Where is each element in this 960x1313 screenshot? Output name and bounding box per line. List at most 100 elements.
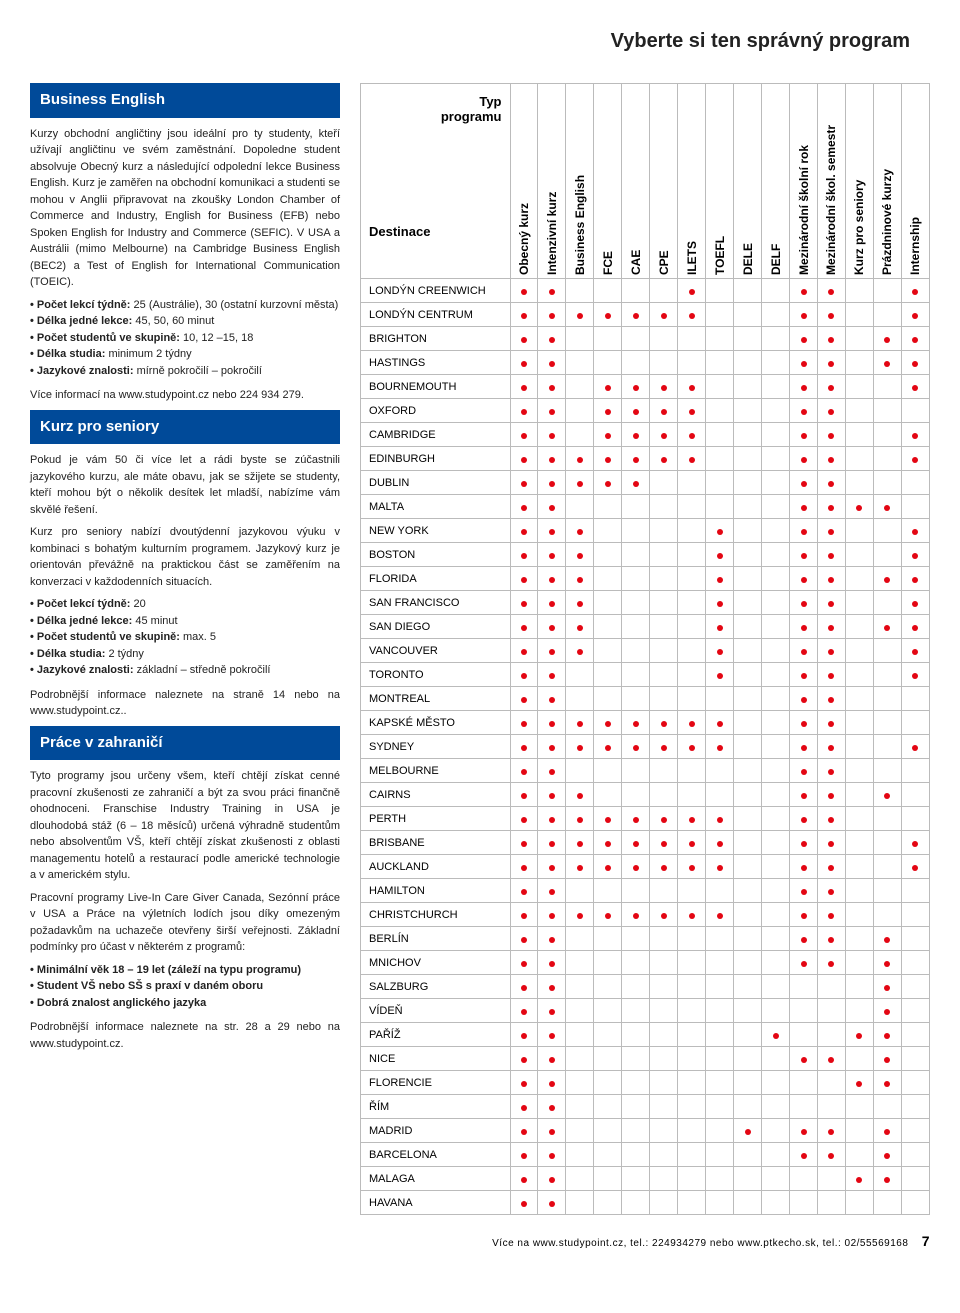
column-header: Prázdninové kurzy (873, 84, 901, 279)
table-cell (510, 975, 538, 999)
table-cell (594, 303, 622, 327)
table-row: CHRISTCHURCH (361, 903, 930, 927)
dot-icon (521, 577, 527, 583)
dot-icon (521, 337, 527, 343)
table-cell (901, 951, 929, 975)
table-cell (678, 495, 706, 519)
table-cell (650, 879, 678, 903)
table-cell (817, 567, 845, 591)
dot-icon (661, 433, 667, 439)
footer-text: Více na www.studypoint.cz, tel.: 2249342… (492, 1238, 908, 1249)
table-cell (650, 1167, 678, 1191)
dot-icon (801, 625, 807, 631)
dot-icon (633, 457, 639, 463)
table-cell (817, 279, 845, 303)
table-cell (734, 927, 762, 951)
table-cell (817, 711, 845, 735)
row-header: FLORIDA (361, 567, 511, 591)
row-header: BRIGHTON (361, 327, 511, 351)
table-cell (510, 327, 538, 351)
table-cell (538, 375, 566, 399)
table-cell (762, 1143, 790, 1167)
dot-icon (912, 601, 918, 607)
table-cell (762, 711, 790, 735)
table-cell (817, 1167, 845, 1191)
table-cell (817, 975, 845, 999)
dot-icon (661, 913, 667, 919)
body-paragraph: Tyto programy jsou určeny všem, kteří ch… (30, 768, 340, 884)
row-header: MADRID (361, 1119, 511, 1143)
table-cell (594, 519, 622, 543)
table-cell (622, 471, 650, 495)
table-cell (762, 495, 790, 519)
dot-icon (577, 817, 583, 823)
table-cell (734, 1047, 762, 1071)
row-header: CAIRNS (361, 783, 511, 807)
table-cell (622, 663, 650, 687)
table-row: FLORENCIE (361, 1071, 930, 1095)
table-cell (510, 903, 538, 927)
table-cell (762, 423, 790, 447)
table-cell (706, 447, 734, 471)
table-cell (845, 471, 873, 495)
dot-icon (549, 913, 555, 919)
dot-icon (717, 553, 723, 559)
table-cell (845, 303, 873, 327)
table-cell (873, 471, 901, 495)
dot-icon (549, 457, 555, 463)
table-cell (734, 375, 762, 399)
table-cell (873, 495, 901, 519)
column-header: CPE (650, 84, 678, 279)
table-cell (901, 1023, 929, 1047)
table-cell (678, 687, 706, 711)
table-cell (706, 759, 734, 783)
table-cell (845, 375, 873, 399)
bullet-item: Jazykové znalosti: mírně pokročilí – pok… (30, 363, 340, 380)
table-cell (790, 423, 818, 447)
table-cell (706, 495, 734, 519)
row-header: BERLÍN (361, 927, 511, 951)
table-cell (845, 447, 873, 471)
dot-icon (577, 721, 583, 727)
dot-icon (689, 841, 695, 847)
dot-icon (577, 649, 583, 655)
table-cell (790, 831, 818, 855)
table-cell (650, 1119, 678, 1143)
bullet-list: Počet lekcí týdně: 20Délka jedné lekce: … (30, 596, 340, 679)
dot-icon (521, 1081, 527, 1087)
row-header: LONDÝN CREENWICH (361, 279, 511, 303)
table-cell (622, 687, 650, 711)
table-cell (706, 471, 734, 495)
dot-icon (801, 889, 807, 895)
table-cell (790, 327, 818, 351)
table-row: PERTH (361, 807, 930, 831)
table-cell (790, 351, 818, 375)
table-cell (817, 423, 845, 447)
table-cell (873, 1071, 901, 1095)
table-cell (566, 375, 594, 399)
dot-icon (884, 1057, 890, 1063)
table-cell (873, 1047, 901, 1071)
dot-icon (912, 673, 918, 679)
dot-icon (828, 481, 834, 487)
program-table: TypprogramuDestinaceObecný kurzIntenzivn… (360, 83, 930, 1215)
table-cell (790, 783, 818, 807)
table-cell (622, 519, 650, 543)
table-cell (622, 807, 650, 831)
table-cell (510, 591, 538, 615)
table-cell (622, 903, 650, 927)
table-cell (650, 783, 678, 807)
dot-icon (577, 841, 583, 847)
table-cell (678, 831, 706, 855)
table-cell (901, 543, 929, 567)
table-cell (762, 1023, 790, 1047)
table-row: SAN DIEGO (361, 615, 930, 639)
table-cell (678, 639, 706, 663)
dot-icon (856, 1033, 862, 1039)
column-header: FCE (594, 84, 622, 279)
table-cell (817, 903, 845, 927)
dot-icon (884, 1129, 890, 1135)
table-cell (678, 711, 706, 735)
dot-icon (801, 697, 807, 703)
table-row: SALZBURG (361, 975, 930, 999)
